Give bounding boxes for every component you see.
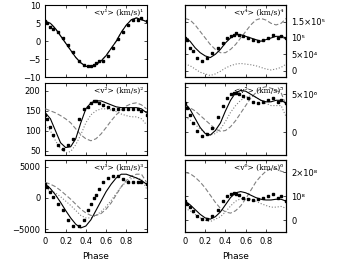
Text: <v¹> (km/s)¹: <v¹> (km/s)¹ [94, 9, 143, 17]
Text: <v⁶> (km/s)⁶: <v⁶> (km/s)⁶ [234, 164, 283, 172]
X-axis label: Phase: Phase [82, 252, 109, 261]
Text: <v²> (km/s)²: <v²> (km/s)² [94, 87, 143, 95]
Text: <v⁴> (km/s)⁴: <v⁴> (km/s)⁴ [233, 9, 283, 17]
X-axis label: Phase: Phase [222, 252, 249, 261]
Text: <v³> (km/s)³: <v³> (km/s)³ [94, 164, 143, 172]
Text: <v⁵> (km/s)⁵: <v⁵> (km/s)⁵ [234, 87, 283, 95]
